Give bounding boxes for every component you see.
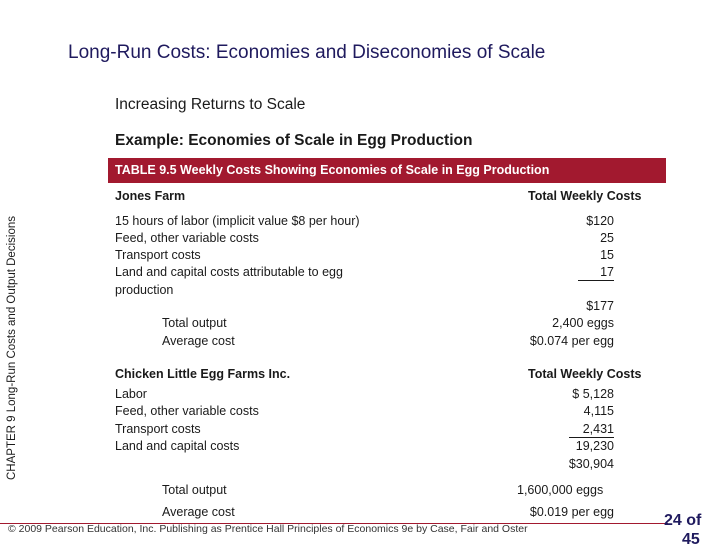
jones-cost-header: Total Weekly Costs (528, 189, 642, 203)
jones-item-label: Transport costs (115, 248, 201, 262)
chicken-item-label: Transport costs (115, 422, 201, 436)
jones-total-cost: $177 (586, 299, 614, 313)
example-heading: Example: Economies of Scale in Egg Produ… (115, 132, 473, 149)
chicken-item-label: Land and capital costs (115, 439, 240, 453)
chicken-total-cost: $30,904 (568, 457, 614, 471)
jones-average-cost-label: Average cost (162, 334, 235, 348)
page-total: 45 (682, 531, 700, 548)
chicken-total-output: 1,600,000 eggs (517, 483, 604, 497)
jones-item-cost: 25 (600, 231, 614, 245)
jones-item-label: Feed, other variable costs (115, 231, 259, 245)
footer-rule (0, 523, 668, 524)
jones-item-cost: 15 (600, 248, 614, 262)
chicken-average-cost-label: Average cost (162, 505, 235, 519)
slide-title: Long-Run Costs: Economies and Diseconomi… (68, 42, 546, 63)
chicken-item-label: Labor (115, 387, 147, 401)
chicken-item-cost: $ 5,128 (572, 387, 614, 401)
table-caption-banner (108, 158, 666, 183)
chicken-item-cost: 19,230 (575, 439, 614, 453)
jones-item-cost: $120 (586, 214, 614, 228)
chicken-cost-header: Total Weekly Costs (528, 367, 642, 381)
jones-total-output: 2,400 eggs (552, 316, 614, 330)
copyright-notice: © 2009 Pearson Education, Inc. Publishin… (8, 523, 528, 535)
jones-average-cost: $0.074 per egg (529, 334, 614, 348)
jones-farm-header: Jones Farm (115, 189, 186, 203)
page-number: 24 of (664, 512, 702, 529)
jones-item-label: 15 hours of labor (implicit value $8 per… (115, 214, 360, 228)
jones-total-output-label: Total output (162, 316, 227, 330)
jones-item-label: production (115, 283, 174, 297)
chicken-average-cost: $0.019 per egg (529, 505, 614, 519)
chapter-side-label: CHAPTER 9 Long-Run Costs and Output Deci… (6, 216, 18, 480)
chicken-item-label: Feed, other variable costs (115, 404, 259, 418)
chicken-item-cost: 4,115 (583, 404, 614, 418)
jones-item-label: Land and capital costs attributable to e… (115, 265, 343, 279)
table-caption: TABLE 9.5 Weekly Costs Showing Economies… (115, 163, 550, 177)
chicken-little-header: Chicken Little Egg Farms Inc. (115, 367, 291, 381)
chicken-total-output-label: Total output (162, 483, 227, 497)
section-heading: Increasing Returns to Scale (115, 96, 306, 113)
jones-item-cost: 17 (578, 265, 614, 281)
chicken-item-cost: 2,431 (568, 422, 614, 438)
